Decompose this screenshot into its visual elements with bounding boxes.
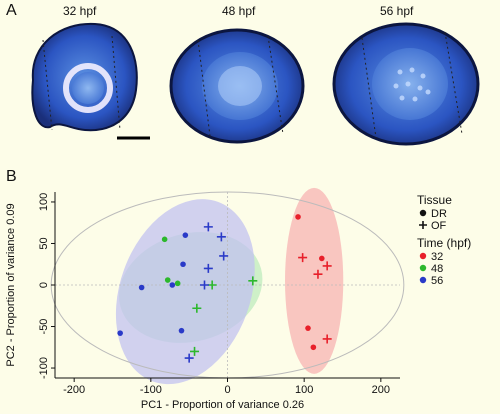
point-dr-56 [138,284,145,291]
axes: -200 -100 0 100 200 -100 -50 0 50 100 PC1 - Propor… [5,192,400,411]
x-tick-label: -100 [140,384,162,396]
x-tick-label: 100 [295,384,313,396]
point-dr-32 [305,325,311,331]
point-dr-56 [169,282,176,288]
point-dr-48 [161,236,168,243]
panel-b-letter: B [6,168,17,185]
point-dr-56 [178,327,185,334]
legend-time-marker-32 [419,252,427,260]
legend-time-title: Time (hpf) [417,236,471,250]
y-tick-label: 100 [38,193,50,211]
point-of-32 [322,261,332,271]
stage-label-56: 56 hpf [380,4,414,18]
confidence-ellipse-56 [115,199,255,385]
point-dr-32 [319,255,325,262]
y-axis-title: PC2 - Proportion of variance 0.09 [5,203,17,366]
point-of-48 [248,276,258,286]
legend-time-label-48: 48 [431,263,443,275]
legend-time-label-32: 32 [431,251,443,263]
y-tick-label: 0 [38,282,50,288]
ellipse-layer [50,187,405,385]
stage-label-48: 48 hpf [222,4,256,18]
data-points [117,214,332,363]
eye-56hpf [332,22,480,146]
point-dr-32 [295,214,301,220]
legend-time-label-56: 56 [431,275,443,287]
point-of-56 [216,232,226,242]
point-of-56 [200,280,209,290]
point-dr-32 [310,344,317,351]
point-of-32 [313,269,323,279]
point-of-48 [207,280,217,290]
x-tick-label: -200 [63,384,85,396]
panel-a-letter: A [6,2,17,19]
legend-of-label: OF [431,220,447,232]
legend-of-marker [419,221,427,229]
confidence-ellipse-32 [285,187,344,374]
point-of-56 [203,263,213,273]
legend-time-marker-48 [419,264,427,272]
y-tick-label: -100 [38,357,50,379]
stage-label-32: 32 hpf [63,4,97,18]
point-dr-48 [174,280,181,287]
reference-lines [55,192,400,378]
legend-time-marker-56 [419,276,427,284]
x-tick-label: 0 [224,384,230,396]
legend-dr-label: DR [431,208,447,220]
x-axis-title: PC1 - Proportion of variance 0.26 [141,399,304,411]
point-dr-56 [180,261,186,268]
point-of-32 [298,253,308,263]
point-of-48 [192,303,202,313]
point-of-56 [219,251,229,261]
point-of-56 [184,353,194,363]
legend-tissue-title: Tissue [417,193,452,207]
point-dr-48 [164,277,171,283]
y-tick-label: 50 [38,237,50,249]
point-of-48 [190,346,200,356]
point-dr-56 [117,330,123,336]
legend-dr-marker [419,209,427,217]
point-of-56 [203,222,213,232]
x-tick-label: 200 [372,384,390,396]
point-dr-56 [182,232,189,238]
eye-micrographs [31,22,480,146]
eye-32hpf [31,22,138,132]
y-tick-label: -50 [38,319,50,335]
eye-48hpf [169,28,305,144]
point-of-32 [322,334,332,344]
